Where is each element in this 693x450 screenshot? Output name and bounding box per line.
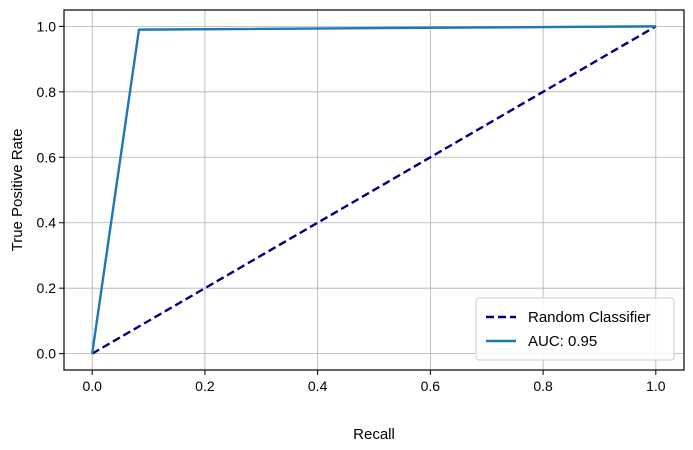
roc-curve-line [90,25,656,354]
plot-frame [63,9,685,371]
x-tick-label: 0.6 [421,378,441,394]
y-tick-label: 0.2 [37,280,57,296]
x-tick-label: 1.0 [646,378,666,394]
y-tick-label: 0.6 [37,149,57,165]
x-tick-label: 0.0 [82,378,102,394]
tick-layer: 0.0 0.2 0.4 0.6 0.8 1.0 0.0 0.2 0.4 0.6 0.8 1.0 [37,18,666,394]
grid-layer [64,10,684,370]
series-layer [90,25,657,355]
y-tick-label: 0.8 [37,84,57,100]
legend-label: AUC: 0.95 [528,333,597,350]
legend-box [475,297,675,361]
y-tick-label: 0.0 [37,346,57,362]
x-axis-label: Recall [353,426,395,443]
random-classifier-line [91,25,657,355]
legend: Random Classifier AUC: 0.95 [475,297,675,361]
x-tick-label: 0.2 [195,378,215,394]
x-tick-label: 0.8 [533,378,553,394]
y-tick-label: 1.0 [37,18,57,34]
legend-label: Random Classifier [528,309,651,326]
x-tick-label: 0.4 [308,378,328,394]
y-axis-label: True Positive Rate [9,129,26,252]
y-tick-label: 0.4 [37,215,57,231]
